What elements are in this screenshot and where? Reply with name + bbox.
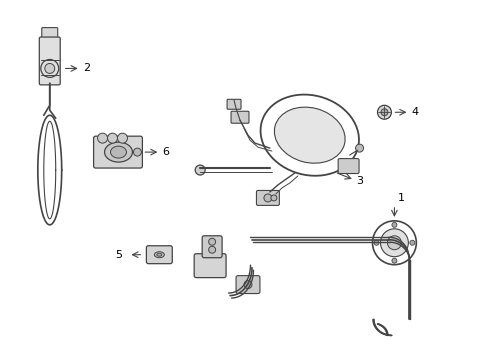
FancyBboxPatch shape <box>256 190 279 206</box>
Circle shape <box>271 195 277 201</box>
Circle shape <box>264 194 272 202</box>
FancyBboxPatch shape <box>227 99 241 109</box>
Circle shape <box>377 105 392 119</box>
FancyBboxPatch shape <box>39 37 60 85</box>
Circle shape <box>133 148 142 156</box>
Ellipse shape <box>274 107 345 163</box>
Circle shape <box>392 222 397 227</box>
Text: 1: 1 <box>397 193 404 203</box>
Circle shape <box>98 133 107 143</box>
Circle shape <box>45 63 55 73</box>
FancyBboxPatch shape <box>236 276 260 293</box>
FancyBboxPatch shape <box>94 136 143 168</box>
Ellipse shape <box>154 252 164 258</box>
FancyBboxPatch shape <box>231 111 249 123</box>
Circle shape <box>107 133 118 143</box>
FancyBboxPatch shape <box>147 246 172 264</box>
Circle shape <box>195 165 205 175</box>
Circle shape <box>392 258 397 263</box>
Text: 5: 5 <box>116 250 122 260</box>
FancyBboxPatch shape <box>42 28 58 40</box>
FancyBboxPatch shape <box>338 159 359 174</box>
Ellipse shape <box>111 146 126 158</box>
Circle shape <box>209 246 216 253</box>
Circle shape <box>410 240 415 245</box>
Text: 4: 4 <box>412 107 418 117</box>
Circle shape <box>244 280 252 289</box>
Circle shape <box>356 144 364 152</box>
Circle shape <box>388 236 401 250</box>
Text: 2: 2 <box>83 63 90 73</box>
FancyBboxPatch shape <box>202 236 222 258</box>
Circle shape <box>381 109 388 116</box>
Ellipse shape <box>157 253 162 256</box>
Circle shape <box>209 238 216 245</box>
Circle shape <box>118 133 127 143</box>
Circle shape <box>374 240 379 245</box>
Circle shape <box>380 229 408 257</box>
Text: 3: 3 <box>357 176 364 186</box>
FancyBboxPatch shape <box>194 254 226 278</box>
Text: 6: 6 <box>162 147 170 157</box>
Ellipse shape <box>104 142 132 162</box>
